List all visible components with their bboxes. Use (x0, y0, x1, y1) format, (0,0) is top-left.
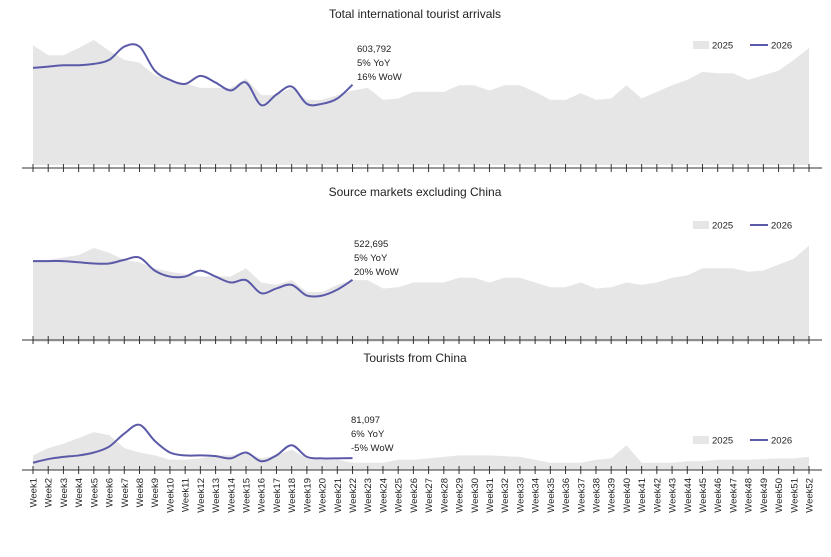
area (33, 39, 809, 166)
x-tick-label: Week5 (89, 478, 100, 507)
panel: Source markets excluding China 522,695 5% … (22, 185, 822, 344)
chart-title: Total international tourist arrivals (329, 7, 501, 21)
line (32, 423, 353, 464)
x-tick-label: Week52 (805, 478, 816, 513)
x-tick-label: Week4 (74, 478, 85, 507)
x-tick-label: Week30 (470, 478, 481, 513)
x-tick-label: Week20 (318, 478, 329, 513)
x-tick-label: Week36 (561, 478, 572, 513)
x-tick-label: Week15 (242, 478, 253, 513)
x-tick-label: Week2 (44, 478, 55, 507)
annotation: 16% WoW (357, 72, 402, 83)
x-tick-label: Week35 (546, 478, 557, 513)
x-tick-label: Week18 (287, 478, 298, 513)
x-tick-label: Week41 (637, 478, 648, 513)
line (32, 43, 354, 107)
x-tick-label: Week28 (439, 478, 450, 513)
annotation: 81,097 (351, 415, 380, 426)
x-tick-label: Week9 (150, 478, 161, 507)
x-tick-label: Week26 (409, 478, 420, 513)
x-tick-label: Week49 (759, 478, 770, 513)
x-tick-label: Week22 (348, 478, 359, 513)
x-tick-label: Week6 (105, 478, 116, 507)
chart-title: Source markets excluding China (329, 185, 502, 199)
x-tick-label: Week14 (226, 478, 237, 513)
x-tick-label: Week46 (713, 478, 724, 513)
legend-swatch (693, 41, 709, 49)
x-tick-label: Week29 (455, 478, 466, 513)
legend-label: 2026 (771, 41, 792, 52)
x-tick-label: Week24 (378, 478, 389, 513)
x-tick-label: Week27 (424, 478, 435, 513)
x-tick-label: Week43 (668, 478, 679, 513)
legend-label: 2025 (712, 41, 733, 52)
x-tick-label: Week31 (485, 478, 496, 513)
x-tick-label: Week45 (698, 478, 709, 513)
x-tick-label: Week40 (622, 478, 633, 513)
annotation: 522,695 (354, 239, 388, 250)
x-tick-label: Week19 (302, 478, 313, 513)
annotation: 5% YoY (354, 253, 388, 264)
x-tick-label: Week38 (591, 478, 602, 513)
x-tick-label: Week34 (531, 478, 542, 513)
legend-label: 2026 (771, 436, 792, 447)
x-tick-label: Week21 (333, 478, 344, 513)
legend-label: 2025 (712, 436, 733, 447)
x-tick-label: Week17 (272, 478, 283, 513)
x-tick-label: Week7 (120, 478, 131, 507)
x-tick-label: Week12 (196, 478, 207, 513)
x-tick-label: Week33 (515, 478, 526, 513)
legend-label: 2026 (771, 221, 792, 232)
x-tick-label: Week47 (728, 478, 739, 513)
line (33, 255, 354, 298)
x-tick-label: Week25 (394, 478, 405, 513)
panel: Tourists from China 81,097 6% YoY -5% WoW 20… (22, 351, 822, 513)
x-tick-label: Week42 (652, 478, 663, 513)
x-tick-label: Week10 (165, 478, 176, 513)
annotation: 20% WoW (354, 267, 399, 278)
legend-label: 2025 (712, 221, 733, 232)
x-tick-label: Week23 (363, 478, 374, 513)
x-tick-label: Week32 (500, 478, 511, 513)
x-tick-label: Week11 (181, 478, 192, 512)
x-tick-label: Week16 (257, 478, 268, 513)
x-tick-label: Week50 (774, 478, 785, 513)
x-tick-label: Week1 (29, 478, 40, 507)
annotation: 603,792 (357, 44, 391, 55)
x-tick-label: Week3 (59, 478, 70, 507)
panel: Total international tourist arrivals 603,… (22, 7, 822, 172)
annotation: 6% YoY (351, 429, 385, 440)
annotation: 5% YoY (357, 58, 391, 69)
x-tick-label: Week37 (576, 478, 587, 513)
x-tick-label: Week8 (135, 478, 146, 507)
x-tick-label: Week13 (211, 478, 222, 513)
area (33, 432, 809, 470)
x-tick-label: Week48 (744, 478, 755, 513)
x-tick-label: Week44 (683, 478, 694, 513)
x-tick-label: Week51 (789, 478, 800, 513)
legend-swatch (693, 436, 709, 444)
annotation: -5% WoW (351, 443, 394, 454)
chart-title: Tourists from China (363, 351, 467, 365)
area (33, 245, 809, 342)
legend-swatch (693, 221, 709, 229)
x-tick-label: Week39 (607, 478, 618, 513)
